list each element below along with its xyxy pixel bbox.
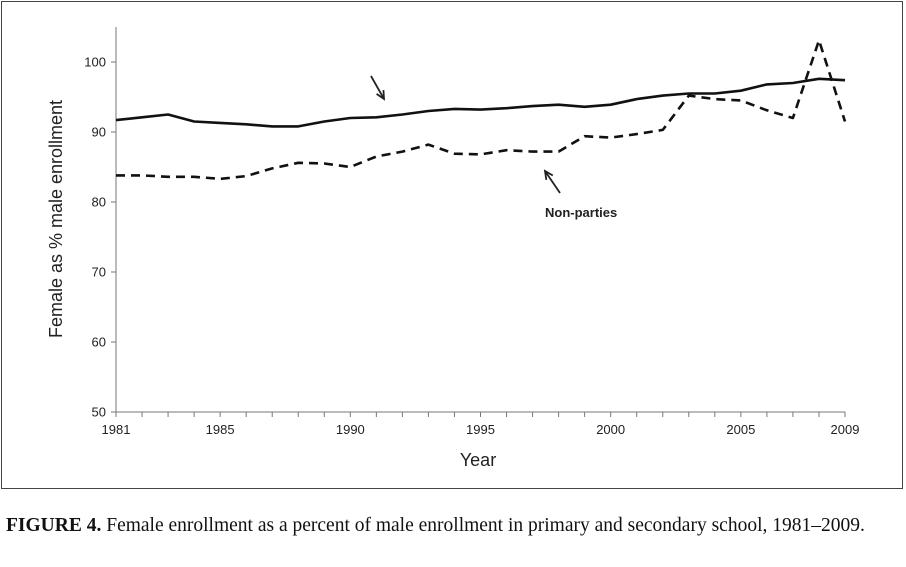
x-tick-label: 1985	[206, 422, 235, 437]
y-tick-label: 90	[92, 125, 106, 140]
chart-series	[115, 38, 847, 181]
x-tick-label: 2005	[726, 422, 755, 437]
y-tick-label: 80	[92, 195, 106, 210]
chart-annotations: Non-parties	[370, 75, 617, 220]
annotation-arrow-non-parties	[543, 169, 561, 194]
x-tick-label: 2000	[596, 422, 625, 437]
arrow-head	[543, 169, 554, 181]
chart-ticks: 50 60 70 80 90 100 1981 1985 1990 1995 2000 2005 200…	[84, 55, 859, 438]
series-line-solid	[115, 77, 846, 128]
annotation-label-non-parties: Non-parties	[545, 205, 617, 220]
x-tick-label: 1995	[466, 422, 495, 437]
x-axis-title: Year	[460, 450, 496, 470]
arrow-shaft	[544, 170, 561, 194]
series-line-non-parties	[116, 38, 847, 181]
y-tick-label: 50	[92, 405, 106, 420]
line-chart: 50 60 70 80 90 100 1981 1985 1990 1995 2000 2005 200…	[46, 27, 859, 470]
arrow-head	[376, 89, 386, 101]
figure-caption-label: FIGURE 4.	[6, 515, 102, 536]
y-tick-label: 100	[84, 55, 106, 70]
annotation-arrow-solid	[370, 75, 386, 101]
arrow-shaft	[370, 75, 385, 100]
figure-caption-text: Female enrollment as a percent of male e…	[101, 515, 865, 536]
y-tick-label: 60	[92, 335, 106, 350]
x-tick-label: 2009	[831, 422, 860, 437]
x-tick-label: 1981	[102, 422, 131, 437]
figure-caption: FIGURE 4. Female enrollment as a percent…	[6, 512, 902, 539]
y-tick-label: 70	[92, 265, 106, 280]
chart-axes	[115, 27, 845, 413]
x-tick-label: 1990	[336, 422, 365, 437]
figure-frame	[1, 1, 903, 489]
y-axis-title: Female as % male enrollment	[46, 100, 66, 338]
